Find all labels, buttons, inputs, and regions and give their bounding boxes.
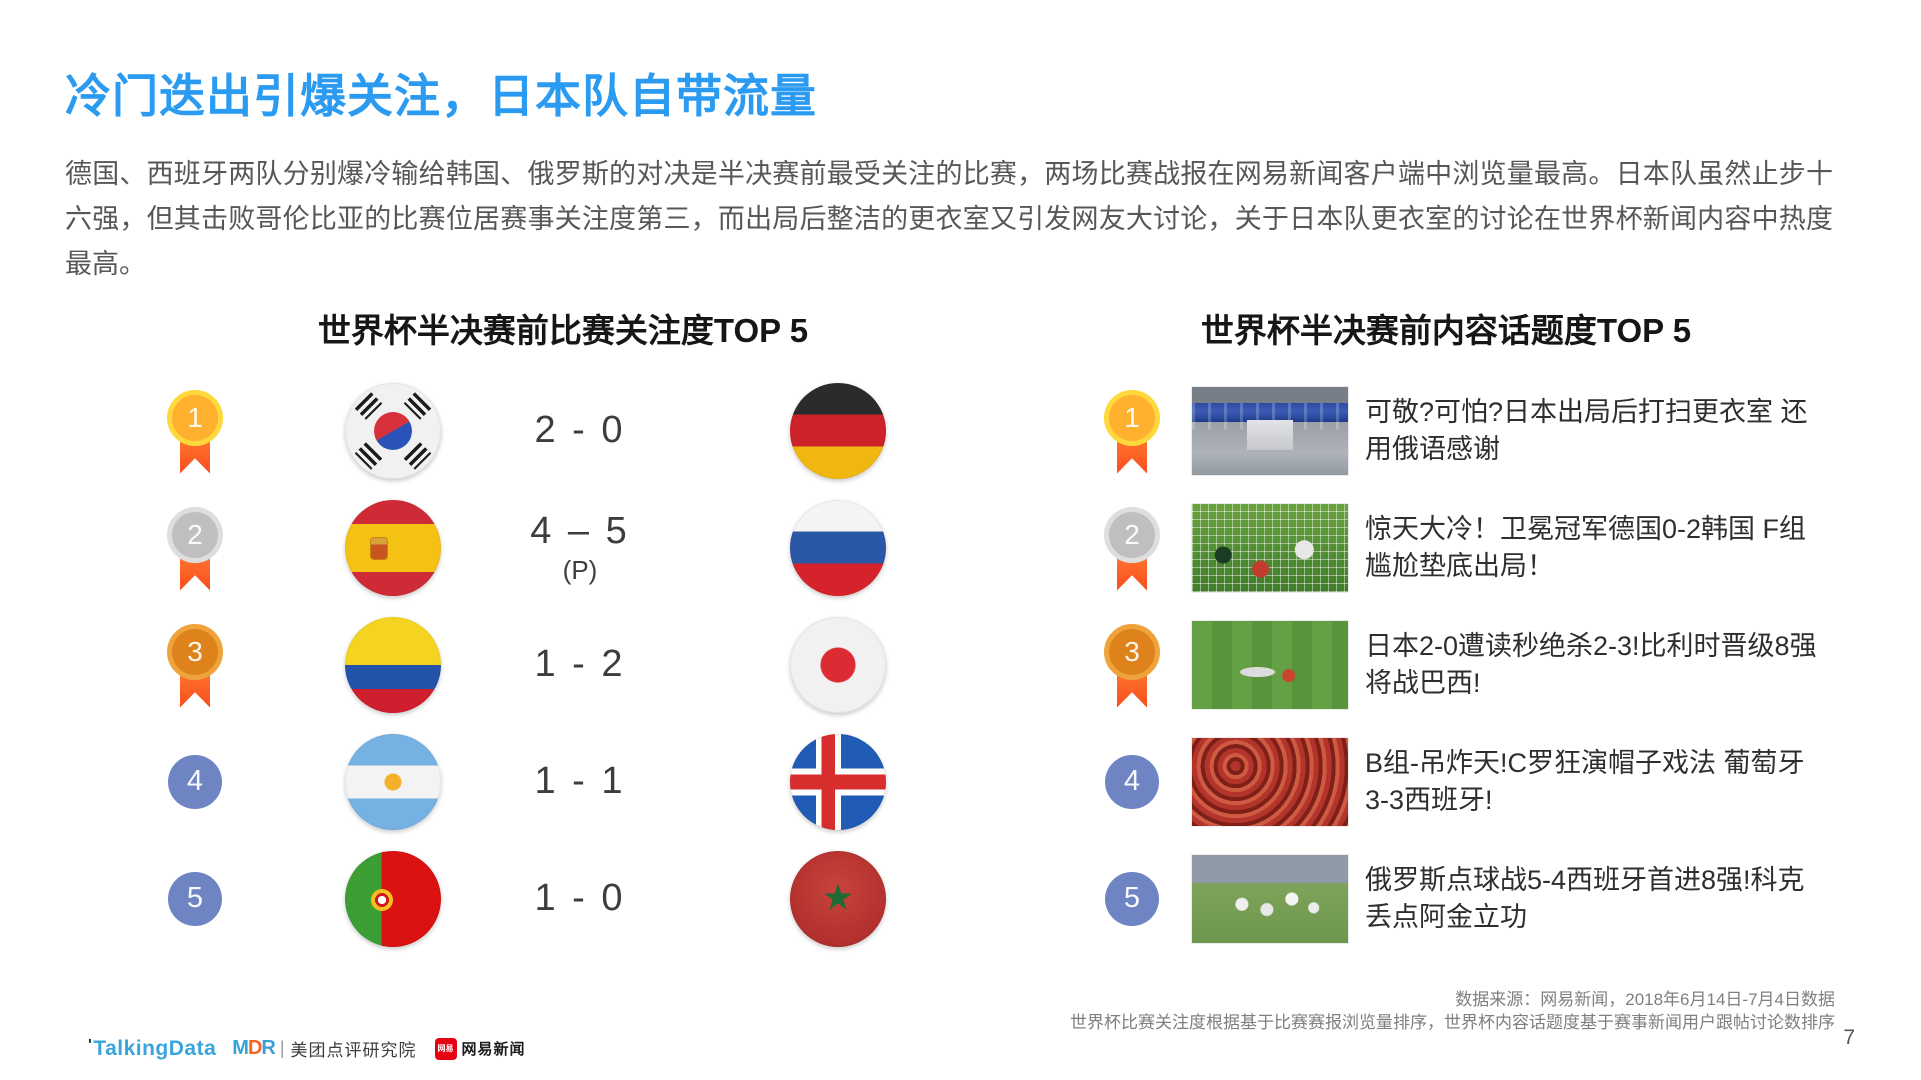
rank-slot: 3 — [160, 606, 230, 723]
silver-medal-icon: 2 — [167, 506, 223, 593]
topic-row-2: 2 惊天大冷！卫冕冠军德国0-2韩国 F组尴尬垫底出局！ — [1100, 489, 1840, 606]
article-thumbnail-goal-scene — [1192, 503, 1348, 592]
rank-number: 1 — [167, 389, 223, 446]
bronze-medal-icon: 3 — [1104, 623, 1160, 710]
article-headline: 可敬?可怕?日本出局后打扫更衣室 还用俄语感谢 — [1365, 396, 1808, 464]
rank-number: 3 — [1104, 623, 1160, 680]
data-source-line2: 世界杯比赛关注度根据基于比赛赛报浏览量排序，世界杯内容话题度基于赛事新闻用户跟帖… — [1070, 1013, 1835, 1032]
flag-south-korea-icon — [345, 382, 441, 479]
match-score: 1 - 2 — [534, 643, 626, 685]
left-panel-header: 世界杯半决赛前比赛关注度TOP 5 — [317, 312, 809, 349]
article-headline: 俄罗斯点球战5-4西班牙首进8强!科克丢点阿金立功 — [1365, 864, 1805, 932]
score-slot: 1 - 1 — [490, 760, 670, 803]
page-title: 冷门迭出引爆关注，日本队自带流量 — [65, 70, 817, 122]
topic-row-5: 5 俄罗斯点球战5-4西班牙首进8强!科克丢点阿金立功 — [1100, 840, 1840, 957]
score-slot: 4 – 5 (P) — [490, 510, 670, 586]
taegeuk-icon — [374, 411, 412, 450]
match-ranking-list: 1 2 - 0 2 — [160, 372, 950, 957]
match-row-3: 3 1 - 2 — [160, 606, 950, 723]
rank-number: 1 — [1104, 389, 1160, 446]
rank-badge: 5 — [1105, 871, 1159, 926]
match-score: 1 - 1 — [534, 760, 626, 802]
flag-spain-icon — [345, 499, 441, 596]
score-slot: 1 - 0 — [490, 877, 670, 920]
right-panel-header: 世界杯半决赛前内容话题度TOP 5 — [1200, 312, 1692, 349]
rank-slot: 3 — [1100, 606, 1164, 723]
logo-divider: | — [279, 1038, 285, 1058]
rank-number: 2 — [167, 506, 223, 563]
gold-medal-icon: 1 — [1104, 389, 1160, 476]
talkingdata-tick: ' — [88, 1036, 93, 1054]
portugal-emblem-icon — [371, 888, 393, 911]
flag-japan-icon — [790, 616, 886, 713]
rank-number: 2 — [1104, 506, 1160, 563]
talkingdata-logo: 'TalkingData — [88, 1037, 216, 1061]
score-slot: 2 - 0 — [490, 409, 670, 452]
spain-crest-icon — [371, 537, 387, 559]
meituan-research-label: 美团点评研究院 — [290, 1041, 417, 1060]
match-row-1: 1 2 - 0 — [160, 372, 950, 489]
article-thumbnail-celebration — [1192, 854, 1348, 943]
rank-slot: 5 — [1100, 840, 1164, 957]
footer-logos: 'TalkingData MDR | 美团点评研究院 网易 网易新闻 — [88, 1036, 526, 1061]
article-thumbnail-fans — [1192, 737, 1348, 826]
rank-slot: 4 — [1100, 723, 1164, 840]
flag-russia-icon — [790, 499, 886, 596]
netease-news-label: 网易新闻 — [461, 1041, 526, 1058]
flag-iceland-icon — [790, 733, 886, 830]
rank-slot: 4 — [160, 723, 230, 840]
match-score: 2 - 0 — [534, 409, 626, 451]
intro-paragraph: 德国、西班牙两队分别爆冷输给韩国、俄罗斯的对决是半决赛前最受关注的比赛，两场比赛… — [65, 159, 1833, 279]
match-score: 1 - 0 — [534, 877, 626, 919]
rank-slot: 5 — [160, 840, 230, 957]
match-score: 4 – 5 — [530, 509, 630, 552]
gold-medal-icon: 1 — [167, 389, 223, 476]
match-row-4: 4 1 - 1 — [160, 723, 950, 840]
talkingdata-wordmark: TalkingData — [93, 1036, 217, 1060]
data-source-note: 数据来源：网易新闻，2018年6月14日-7月4日数据 世界杯比赛关注度根据基于… — [1070, 988, 1835, 1034]
match-row-2: 2 4 – 5 (P) — [160, 489, 950, 606]
score-note: (P) — [562, 554, 598, 585]
rank-slot: 2 — [160, 489, 230, 606]
data-source-line1: 数据来源：网易新闻，2018年6月14日-7月4日数据 — [1455, 990, 1835, 1009]
flag-argentina-icon — [345, 733, 441, 830]
topic-row-4: 4 B组-吊炸天!C罗狂演帽子戏法 葡萄牙3-3西班牙! — [1100, 723, 1840, 840]
silver-medal-icon: 2 — [1104, 506, 1160, 593]
rank-slot: 1 — [1100, 372, 1164, 489]
score-slot: 1 - 2 — [490, 643, 670, 686]
rank-badge: 5 — [168, 871, 222, 926]
topic-ranking-list: 1 可敬?可怕?日本出局后打扫更衣室 还用俄语感谢 2 惊天大冷！卫冕冠军德国0… — [1100, 372, 1840, 957]
rank-slot: 1 — [160, 372, 230, 489]
article-headline: 惊天大冷！卫冕冠军德国0-2韩国 F组尴尬垫底出局！ — [1365, 513, 1807, 581]
flag-germany-icon — [790, 382, 886, 479]
bronze-medal-icon: 3 — [167, 623, 223, 710]
flag-portugal-icon — [345, 850, 441, 947]
rank-badge: 4 — [168, 754, 222, 809]
flag-morocco-icon — [790, 850, 886, 947]
topic-row-3: 3 日本2-0遭读秒绝杀2-3!比利时晋级8强将战巴西! — [1100, 606, 1840, 723]
rank-slot: 2 — [1100, 489, 1164, 606]
article-thumbnail-pitch — [1192, 620, 1348, 709]
mdr-logo: MDR — [232, 1037, 276, 1059]
page-number: 7 — [1843, 1026, 1855, 1049]
netease-app-icon: 网易 — [434, 1037, 457, 1060]
article-headline: B组-吊炸天!C罗狂演帽子戏法 葡萄牙3-3西班牙! — [1365, 747, 1805, 815]
topic-row-1: 1 可敬?可怕?日本出局后打扫更衣室 还用俄语感谢 — [1100, 372, 1840, 489]
match-row-5: 5 1 - 0 — [160, 840, 950, 957]
article-thumbnail-locker-room — [1192, 386, 1348, 475]
article-headline: 日本2-0遭读秒绝杀2-3!比利时晋级8强将战巴西! — [1365, 630, 1817, 698]
rank-number: 3 — [167, 623, 223, 680]
rank-badge: 4 — [1105, 754, 1159, 809]
flag-colombia-icon — [345, 616, 441, 713]
